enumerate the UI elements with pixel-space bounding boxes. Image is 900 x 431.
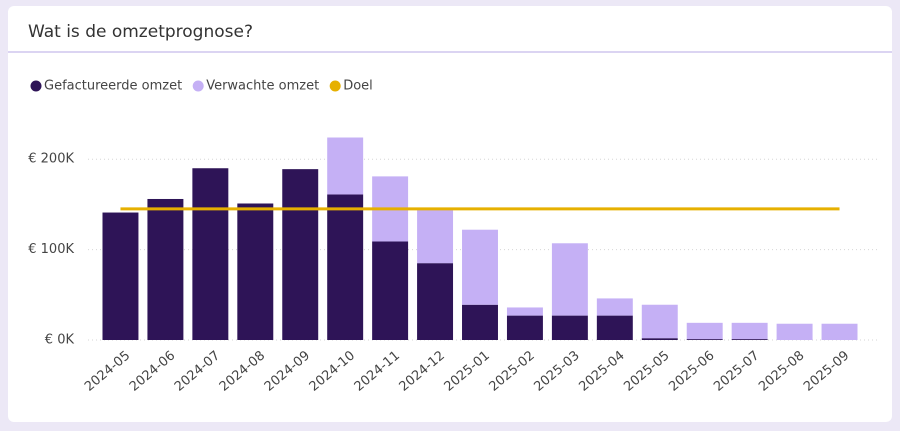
bar: [462, 229, 498, 305]
bar: [192, 168, 229, 340]
bar: [731, 322, 768, 340]
bar: [776, 323, 813, 340]
legend-marker: [329, 80, 341, 92]
bar: [821, 323, 858, 340]
bar: [641, 338, 678, 340]
bar: [237, 203, 274, 340]
bar: [506, 315, 543, 340]
bar: [551, 315, 588, 340]
bar: [417, 208, 454, 264]
bar: [686, 322, 723, 340]
y-tick-label: € 100K: [28, 242, 74, 257]
bar: [686, 339, 723, 340]
bar: [596, 315, 633, 340]
bar: [327, 137, 364, 195]
legend-label: Gefactureerde omzet: [44, 79, 182, 94]
bar: [327, 194, 364, 340]
bar: [596, 298, 633, 316]
bar: [731, 339, 768, 340]
legend-label: Doel: [343, 79, 373, 94]
bar: [641, 304, 678, 339]
bar: [102, 212, 139, 340]
y-tick-label: € 200K: [28, 152, 74, 167]
legend-label: Verwachte omzet: [206, 79, 319, 94]
legend-marker: [30, 80, 42, 92]
bar: [417, 263, 454, 340]
bar: [282, 169, 319, 340]
bar: [551, 243, 588, 316]
bar: [372, 241, 409, 340]
legend-marker: [192, 80, 204, 92]
bar: [506, 307, 543, 316]
bar: [462, 304, 498, 340]
bar: [147, 198, 184, 340]
chart-title: Wat is de omzetprognose?: [28, 22, 253, 42]
y-tick-label: € 0K: [45, 333, 75, 348]
